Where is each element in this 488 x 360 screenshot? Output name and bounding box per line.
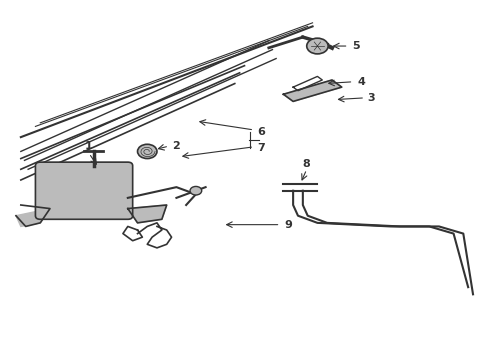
Circle shape <box>137 144 157 158</box>
Text: 7: 7 <box>257 143 265 153</box>
FancyBboxPatch shape <box>35 162 132 219</box>
Text: 3: 3 <box>366 93 374 103</box>
Polygon shape <box>283 80 341 102</box>
Text: 9: 9 <box>284 220 292 230</box>
Text: 6: 6 <box>257 127 265 137</box>
Text: 8: 8 <box>302 159 310 169</box>
Text: 5: 5 <box>352 41 359 51</box>
Text: 4: 4 <box>357 77 365 87</box>
Text: 2: 2 <box>172 141 180 151</box>
Polygon shape <box>16 208 50 226</box>
Text: 1: 1 <box>85 141 93 151</box>
Circle shape <box>190 186 201 195</box>
Polygon shape <box>127 205 166 223</box>
Circle shape <box>306 38 327 54</box>
